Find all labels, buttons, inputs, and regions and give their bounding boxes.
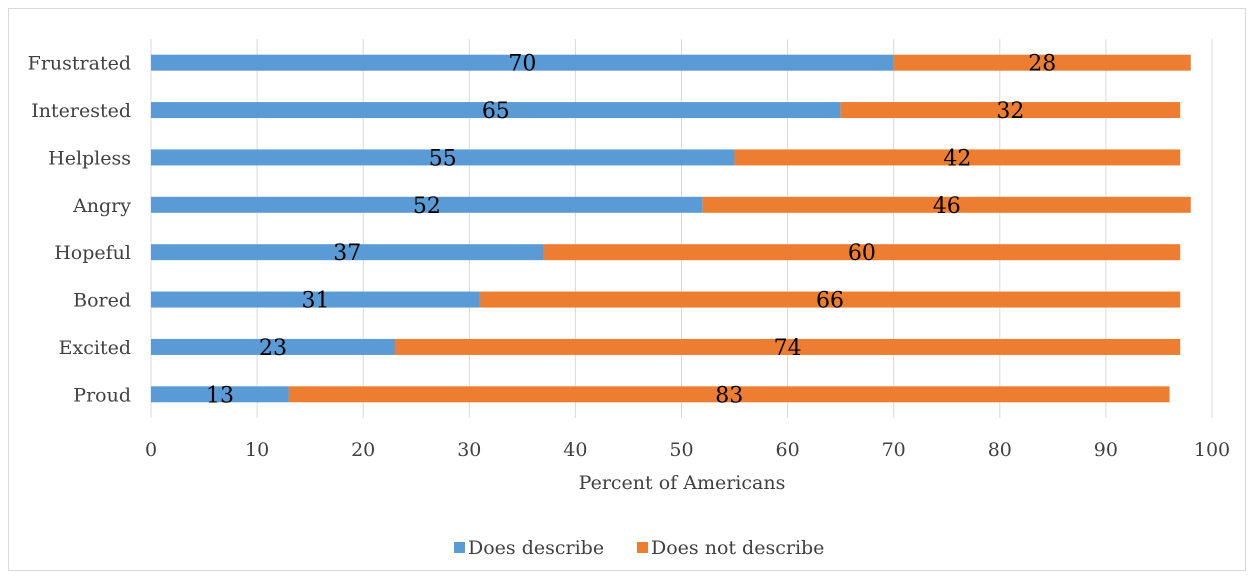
bar-hopeful-does-describe [151, 244, 544, 261]
x-tick-label-20: 20 [351, 439, 375, 461]
category-label-hopeful: Hopeful [54, 242, 131, 264]
category-label-angry: Angry [72, 195, 131, 217]
x-tick-label-80: 80 [988, 439, 1012, 461]
x-tick-label-0: 0 [145, 439, 157, 461]
data-label-hopeful-does-describe: 37 [333, 241, 361, 266]
data-label-hopeful-does-not-describe: 60 [848, 241, 876, 266]
x-tick-label-70: 70 [882, 439, 906, 461]
data-label-proud-does-describe: 13 [206, 383, 234, 408]
category-label-proud: Proud [73, 384, 131, 406]
data-labels: 70 28 65 32 55 42 52 46 37 60 31 66 23 74 13 83 [206, 52, 1056, 409]
bars [151, 54, 1191, 403]
bar-bored-does-not-describe [479, 291, 1181, 308]
data-label-excited-does-describe: 23 [259, 336, 287, 361]
bar-excited-does-not-describe [395, 338, 1181, 355]
data-label-excited-does-not-describe: 74 [774, 336, 802, 361]
x-axis-tick-labels: 0 10 20 30 40 50 60 70 80 90 100 [145, 439, 1230, 461]
bar-hopeful-does-not-describe [543, 244, 1181, 261]
category-label-frustrated: Frustrated [28, 53, 131, 75]
data-label-bored-does-describe: 31 [301, 289, 329, 314]
legend-label-does-describe: Does describe [468, 537, 604, 559]
x-tick-label-30: 30 [457, 439, 481, 461]
bar-frustrated-does-describe [151, 54, 894, 71]
data-label-helpless-does-describe: 55 [429, 146, 457, 171]
data-label-proud-does-not-describe: 83 [715, 383, 743, 408]
bar-frustrated-does-not-describe [893, 54, 1191, 71]
category-label-bored: Bored [73, 290, 131, 312]
data-label-angry-does-describe: 52 [413, 194, 441, 219]
x-tick-label-100: 100 [1194, 439, 1230, 461]
data-label-helpless-does-not-describe: 42 [943, 146, 971, 171]
data-label-bored-does-not-describe: 66 [816, 289, 844, 314]
data-label-frustrated-does-describe: 70 [508, 52, 536, 77]
x-axis-title: Percent of Americans [579, 472, 786, 494]
bar-proud-does-not-describe [288, 386, 1170, 403]
bar-interested-does-not-describe [840, 102, 1181, 119]
x-tick-label-60: 60 [776, 439, 800, 461]
bar-proud-does-describe [151, 386, 289, 403]
data-label-angry-does-not-describe: 46 [933, 194, 961, 219]
bar-helpless-does-not-describe [734, 149, 1181, 166]
bar-bored-does-describe [151, 291, 480, 308]
x-tick-label-90: 90 [1094, 439, 1118, 461]
data-label-interested-does-describe: 65 [482, 99, 510, 124]
category-labels: Frustrated Interested Helpless Angry Hopeful… [28, 53, 132, 407]
bar-helpless-does-describe [151, 149, 735, 166]
category-label-helpless: Helpless [48, 147, 131, 169]
chart-frame [8, 8, 1246, 571]
bar-interested-does-describe [151, 102, 841, 119]
legend-swatch-does-describe [454, 542, 465, 553]
data-label-frustrated-does-not-describe: 28 [1028, 52, 1056, 77]
legend: Does describe Does not describe [454, 537, 824, 559]
x-tick-label-50: 50 [669, 439, 693, 461]
legend-label-does-not-describe: Does not describe [651, 537, 824, 559]
legend-swatch-does-not-describe [637, 542, 648, 553]
category-label-interested: Interested [31, 100, 131, 122]
bar-angry-does-not-describe [702, 196, 1191, 213]
bar-excited-does-describe [151, 338, 396, 355]
category-label-excited: Excited [59, 337, 131, 359]
bar-angry-does-describe [151, 196, 703, 213]
data-label-interested-does-not-describe: 32 [996, 99, 1024, 124]
grid-lines [150, 39, 1213, 418]
x-tick-label-10: 10 [245, 439, 269, 461]
x-tick-label-40: 40 [563, 439, 587, 461]
